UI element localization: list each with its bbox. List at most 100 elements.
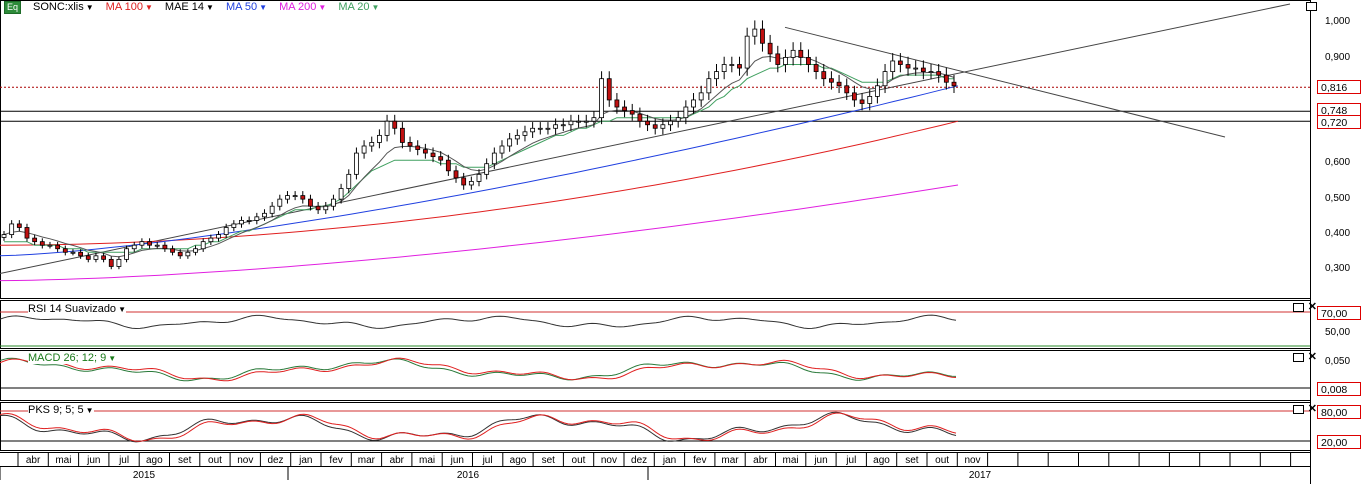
month-label: jul xyxy=(118,455,129,466)
maximize-icon[interactable] xyxy=(1306,2,1317,11)
price-tick: 0,300 xyxy=(1325,263,1351,274)
chevron-down-icon: ▼ xyxy=(144,3,153,12)
candle-body xyxy=(691,99,696,108)
candle-body xyxy=(93,255,99,260)
candle-body xyxy=(798,49,804,58)
ma200-line xyxy=(0,184,959,282)
candle-body xyxy=(461,177,467,186)
month-label: abr xyxy=(26,455,41,466)
month-label: jan xyxy=(298,455,312,466)
month-label: abr xyxy=(753,455,768,466)
macd-tag: 0,008 xyxy=(1317,382,1361,396)
year-label: 2017 xyxy=(969,470,992,481)
indicator-ma100[interactable]: MA 100 ▼ xyxy=(105,1,153,13)
candle-body xyxy=(913,67,919,70)
maximize-icon[interactable] xyxy=(1292,405,1304,414)
panel-frame xyxy=(0,350,1311,401)
rsi-line xyxy=(0,314,957,330)
candle-body xyxy=(453,170,459,179)
month-label: set xyxy=(542,455,556,466)
candle-body xyxy=(16,223,22,228)
rsi-panel-label[interactable]: RSI 14 Suavizado ▼ xyxy=(28,303,126,315)
candle-body xyxy=(246,219,252,222)
month-label: ago xyxy=(146,455,163,466)
candle-body xyxy=(200,241,206,250)
macd-panel-label[interactable]: MACD 26; 12; 9 ▼ xyxy=(28,352,117,364)
symbol-label[interactable]: SONC:xlis ▼ xyxy=(33,1,94,13)
candle-body xyxy=(744,35,750,69)
indicator-mae14[interactable]: MAE 14 ▼ xyxy=(164,1,214,13)
chevron-down-icon: ▼ xyxy=(206,3,214,12)
close-icon[interactable]: ✕ xyxy=(1307,351,1317,363)
month-label: abr xyxy=(390,455,405,466)
macd-tick: 0,050 xyxy=(1325,356,1351,367)
candle-body xyxy=(698,92,704,101)
candle-body xyxy=(729,64,735,66)
candle-body xyxy=(484,163,490,175)
candle-body xyxy=(537,127,543,130)
candle-body xyxy=(553,124,559,129)
candle-body xyxy=(813,64,819,72)
rsi-tag-70: 70,00 xyxy=(1317,306,1361,320)
candle-body xyxy=(177,251,183,257)
pks-k-line xyxy=(0,411,957,443)
month-label: jun xyxy=(86,455,100,466)
mae14-line xyxy=(3,55,955,258)
maximize-icon[interactable] xyxy=(1292,353,1304,362)
candle-body xyxy=(507,138,513,147)
month-label: mai xyxy=(419,455,435,466)
candle-body xyxy=(407,142,413,147)
candle-body xyxy=(216,234,221,239)
pks-panel-label[interactable]: PKS 9; 5; 5 ▼ xyxy=(28,404,94,416)
maximize-icon[interactable] xyxy=(1292,303,1304,312)
candle-body xyxy=(124,248,129,260)
candle-body xyxy=(338,188,344,200)
candle-body xyxy=(154,244,160,247)
close-icon[interactable]: ✕ xyxy=(1307,301,1317,313)
month-label: mai xyxy=(55,455,71,466)
pks-d-line xyxy=(0,412,957,442)
candle-body xyxy=(852,92,857,101)
ma20-line xyxy=(4,64,954,253)
candle-body xyxy=(377,134,382,143)
candle-body xyxy=(660,124,666,129)
candle-body xyxy=(62,248,68,253)
candle-body xyxy=(714,71,719,80)
month-label: nov xyxy=(964,455,980,466)
candle-body xyxy=(239,219,244,225)
candle-body xyxy=(821,71,827,80)
candle-body xyxy=(208,237,214,243)
candle-body xyxy=(32,237,38,243)
rsi-tick: 50,00 xyxy=(1325,327,1351,338)
candle-body xyxy=(55,244,61,250)
indicator-ma50[interactable]: MA 50 ▼ xyxy=(225,1,268,13)
month-label: jun xyxy=(813,455,827,466)
candle-body xyxy=(47,244,53,247)
candle-body xyxy=(806,57,811,65)
price-tick: 0,500 xyxy=(1325,193,1351,204)
price-tick: 0,900 xyxy=(1325,52,1351,63)
candle-body xyxy=(262,212,267,218)
candle-body xyxy=(331,198,336,207)
candle-body xyxy=(760,28,765,44)
month-label: jun xyxy=(450,455,464,466)
month-label: fev xyxy=(693,455,706,466)
pks-panel-controls: ✕ xyxy=(1292,403,1317,415)
indicator-ma200[interactable]: MA 200 ▼ xyxy=(279,1,327,13)
chevron-down-icon: ▼ xyxy=(85,406,94,415)
candle-body xyxy=(775,53,781,65)
candle-body xyxy=(637,113,643,122)
candle-body xyxy=(277,198,283,207)
chevron-down-icon: ▼ xyxy=(259,3,268,12)
month-label: nov xyxy=(601,455,617,466)
month-label: ago xyxy=(510,455,527,466)
candle-body xyxy=(591,117,597,122)
candle-body xyxy=(269,205,275,214)
candle-body xyxy=(583,120,589,123)
year-label: 2015 xyxy=(133,470,156,481)
month-label: out xyxy=(208,455,222,466)
candle-body xyxy=(78,251,84,257)
close-icon[interactable]: ✕ xyxy=(1307,403,1317,415)
indicator-ma20[interactable]: MA 20 ▼ xyxy=(338,1,380,13)
